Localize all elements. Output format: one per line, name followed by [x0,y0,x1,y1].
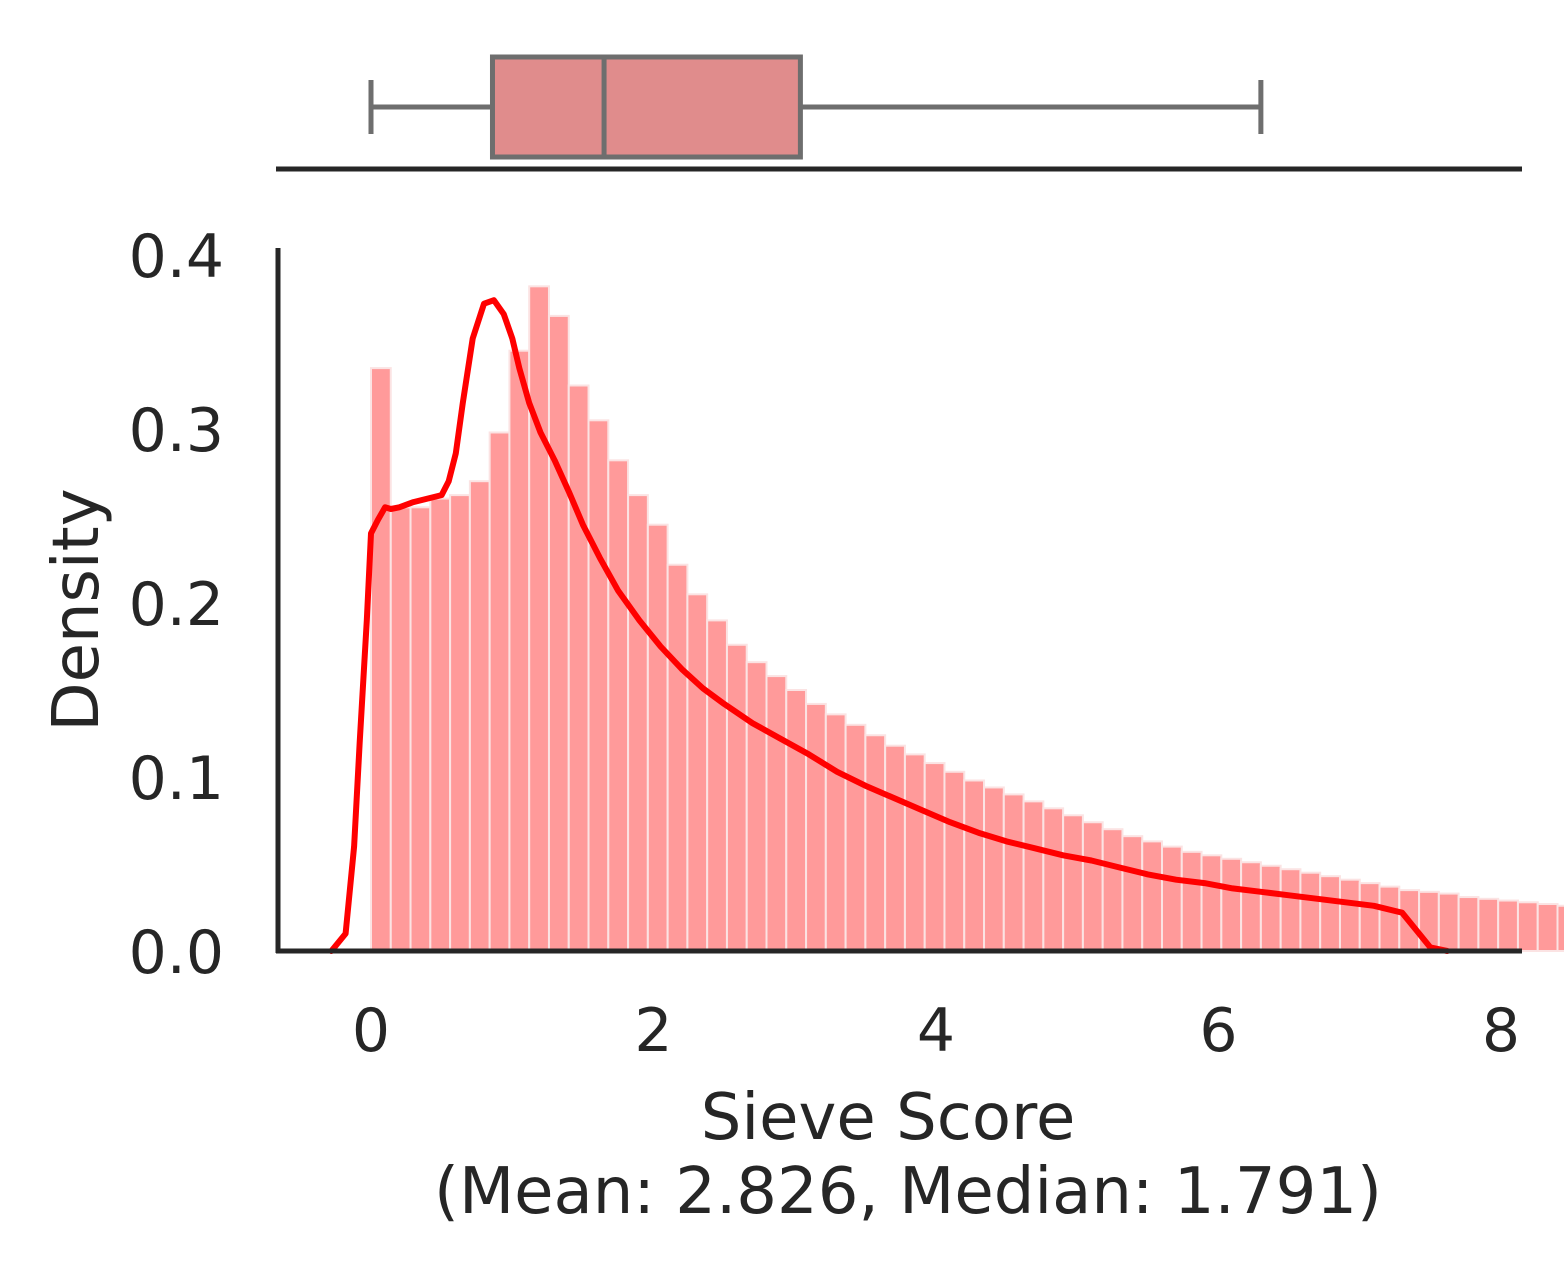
histogram-bar [1457,896,1480,952]
y-tick-label: 0.3 [129,396,224,466]
histogram-bar [370,367,392,953]
histogram-bar [1022,800,1045,952]
histogram-bar [1338,878,1361,952]
histogram-bar [706,619,728,953]
x-tick-label: 4 [917,996,955,1066]
histogram-bar [1121,835,1144,952]
histogram-bar [765,675,788,953]
histogram-bar [1437,892,1460,953]
histogram-bar [745,661,768,952]
histogram-bar [686,593,709,952]
kde-line [328,297,1451,954]
histogram-bar [449,494,471,952]
histogram-bar [646,523,669,952]
histogram-bar [528,285,550,952]
histogram-bar [963,779,986,952]
histogram-bar [824,713,847,952]
histogram-bar [884,744,906,952]
histogram-bar [785,689,808,952]
histogram-bar [725,643,748,952]
histogram-bar [1358,882,1381,953]
histogram-bar [508,349,531,952]
histogram-bar [1516,901,1539,953]
histogram-bar [923,762,946,953]
histogram-bar [1200,854,1223,952]
histogram-bar [1556,904,1564,953]
histogram-bar [1299,871,1322,953]
histogram-bar [1180,850,1203,953]
histogram-bar [1240,861,1262,953]
histogram-bar [844,723,867,952]
histogram-bar [1220,857,1243,953]
y-tick-labels: 0.0 0.1 0.2 0.3 0.4 [129,222,224,988]
histogram-bar [1497,899,1519,952]
histogram-bar [587,419,610,952]
histogram-bar [943,770,966,953]
boxplot-box [489,54,803,160]
histogram-bar [1161,845,1183,952]
histogram-bar [1042,807,1065,952]
histogram-bar [1081,821,1104,952]
y-axis-title: Density [40,488,114,731]
histogram-bar [409,506,432,952]
histogram-bar [1477,897,1500,952]
boxplot-panel [368,54,1264,160]
x-tick-label: 2 [634,996,672,1066]
histogram-bar [1101,828,1124,953]
x-axis-subtitle: (Mean: 2.826, Median: 1.791) [434,1155,1382,1229]
histogram-bar [567,384,590,952]
histogram-bar [607,459,630,952]
histogram-bar [805,702,827,952]
histogram-bar [627,494,649,952]
histogram-bar [1378,885,1401,952]
histogram-bar [1319,875,1341,952]
histogram-bar [488,431,511,953]
histogram-bar [468,480,491,952]
histogram-bar [1002,793,1025,953]
x-tick-labels: 0 2 4 6 8 [352,996,1520,1066]
histogram-bar [429,497,452,952]
histogram-bar [389,506,412,952]
histogram-bar [983,786,1005,952]
y-tick-label: 0.2 [129,570,224,640]
histogram-bar [666,563,689,952]
x-tick-label: 0 [352,996,390,1066]
y-tick-label: 0.1 [129,744,224,814]
x-tick-label: 6 [1199,996,1237,1066]
y-tick-label: 0.4 [129,222,224,292]
histogram-bar [1536,903,1559,953]
x-tick-label: 8 [1482,996,1520,1066]
histogram-bar [903,753,926,952]
histogram-bar [1259,864,1282,952]
histogram-bar [547,314,570,952]
histogram-bar [1141,840,1163,953]
histogram-bar [864,734,887,952]
histogram-bars [370,285,1564,953]
histogram-bar [1062,814,1084,953]
histogram-bar [1279,868,1302,952]
y-tick-label: 0.0 [129,918,224,988]
x-axis-title: Sieve Score [701,1081,1076,1155]
